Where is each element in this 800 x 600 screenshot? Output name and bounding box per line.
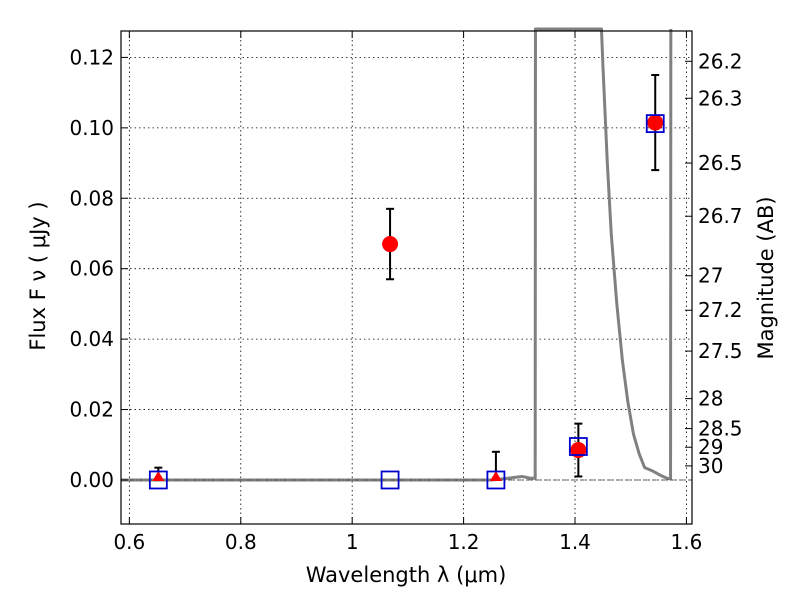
y2-tick-label: 26.3: [698, 86, 743, 110]
y2-tick-label: 27: [698, 264, 723, 288]
x-tick-label: 1: [346, 530, 359, 554]
x-tick-label: 0.6: [113, 530, 145, 554]
upper-limit-marker: [489, 470, 502, 481]
y2-tick-label: 26.5: [698, 151, 743, 175]
plot-frame: [120, 30, 693, 525]
grid-lines: [121, 31, 692, 524]
y-axis-title: Flux F ν ( μJy ): [26, 201, 50, 350]
y-tick-label: 0.06: [69, 257, 114, 281]
y-tick-label: 0.04: [69, 327, 114, 351]
x-axis-title: Wavelength λ (μm): [306, 563, 507, 587]
y-tick-label: 0.12: [69, 45, 114, 69]
x-tick-label: 1.2: [448, 530, 480, 554]
y2-tick-label: 30: [698, 454, 723, 478]
y2-tick-label: 28: [698, 387, 723, 411]
y-tick-label: 0.02: [69, 398, 114, 422]
flux-point: [647, 114, 664, 131]
flux-point: [570, 442, 587, 459]
upper-limit-marker: [152, 470, 165, 481]
y2-tick-label: 27.2: [698, 298, 743, 322]
y-tick-label: 0.10: [69, 116, 114, 140]
model-square-marker: [645, 114, 665, 134]
model-square-marker: [148, 470, 168, 490]
y-tick-label: 0.00: [69, 468, 114, 492]
flux-point: [382, 236, 399, 253]
axis-ticks: [121, 31, 692, 524]
y2-tick-label: 26.7: [698, 204, 743, 228]
error-bars: [154, 74, 660, 480]
x-tick-label: 1.4: [559, 530, 591, 554]
x-tick-label: 1.6: [671, 530, 703, 554]
y2-tick-label: 28.5: [698, 417, 743, 441]
y2-tick-label: 29: [698, 435, 723, 459]
model-spectrum-line: [121, 27, 673, 482]
x-tick-label: 0.8: [225, 530, 257, 554]
y-tick-label: 0.08: [69, 186, 114, 210]
model-square-marker: [568, 437, 588, 456]
y2-tick-label: 26.2: [698, 49, 743, 73]
model-spectrum-layer: [121, 27, 673, 482]
tick-labels: 0.6 0.8 1 1.2 1.4 1.6 0.00 0.02 0.04 0.06 0.08 0.10…: [69, 45, 742, 554]
data-markers: [148, 114, 665, 490]
y2-axis-title: Magnitude (AB): [754, 196, 778, 359]
y2-tick-label: 27.5: [698, 339, 743, 363]
model-square-marker: [380, 470, 400, 490]
model-square-marker: [486, 470, 506, 490]
